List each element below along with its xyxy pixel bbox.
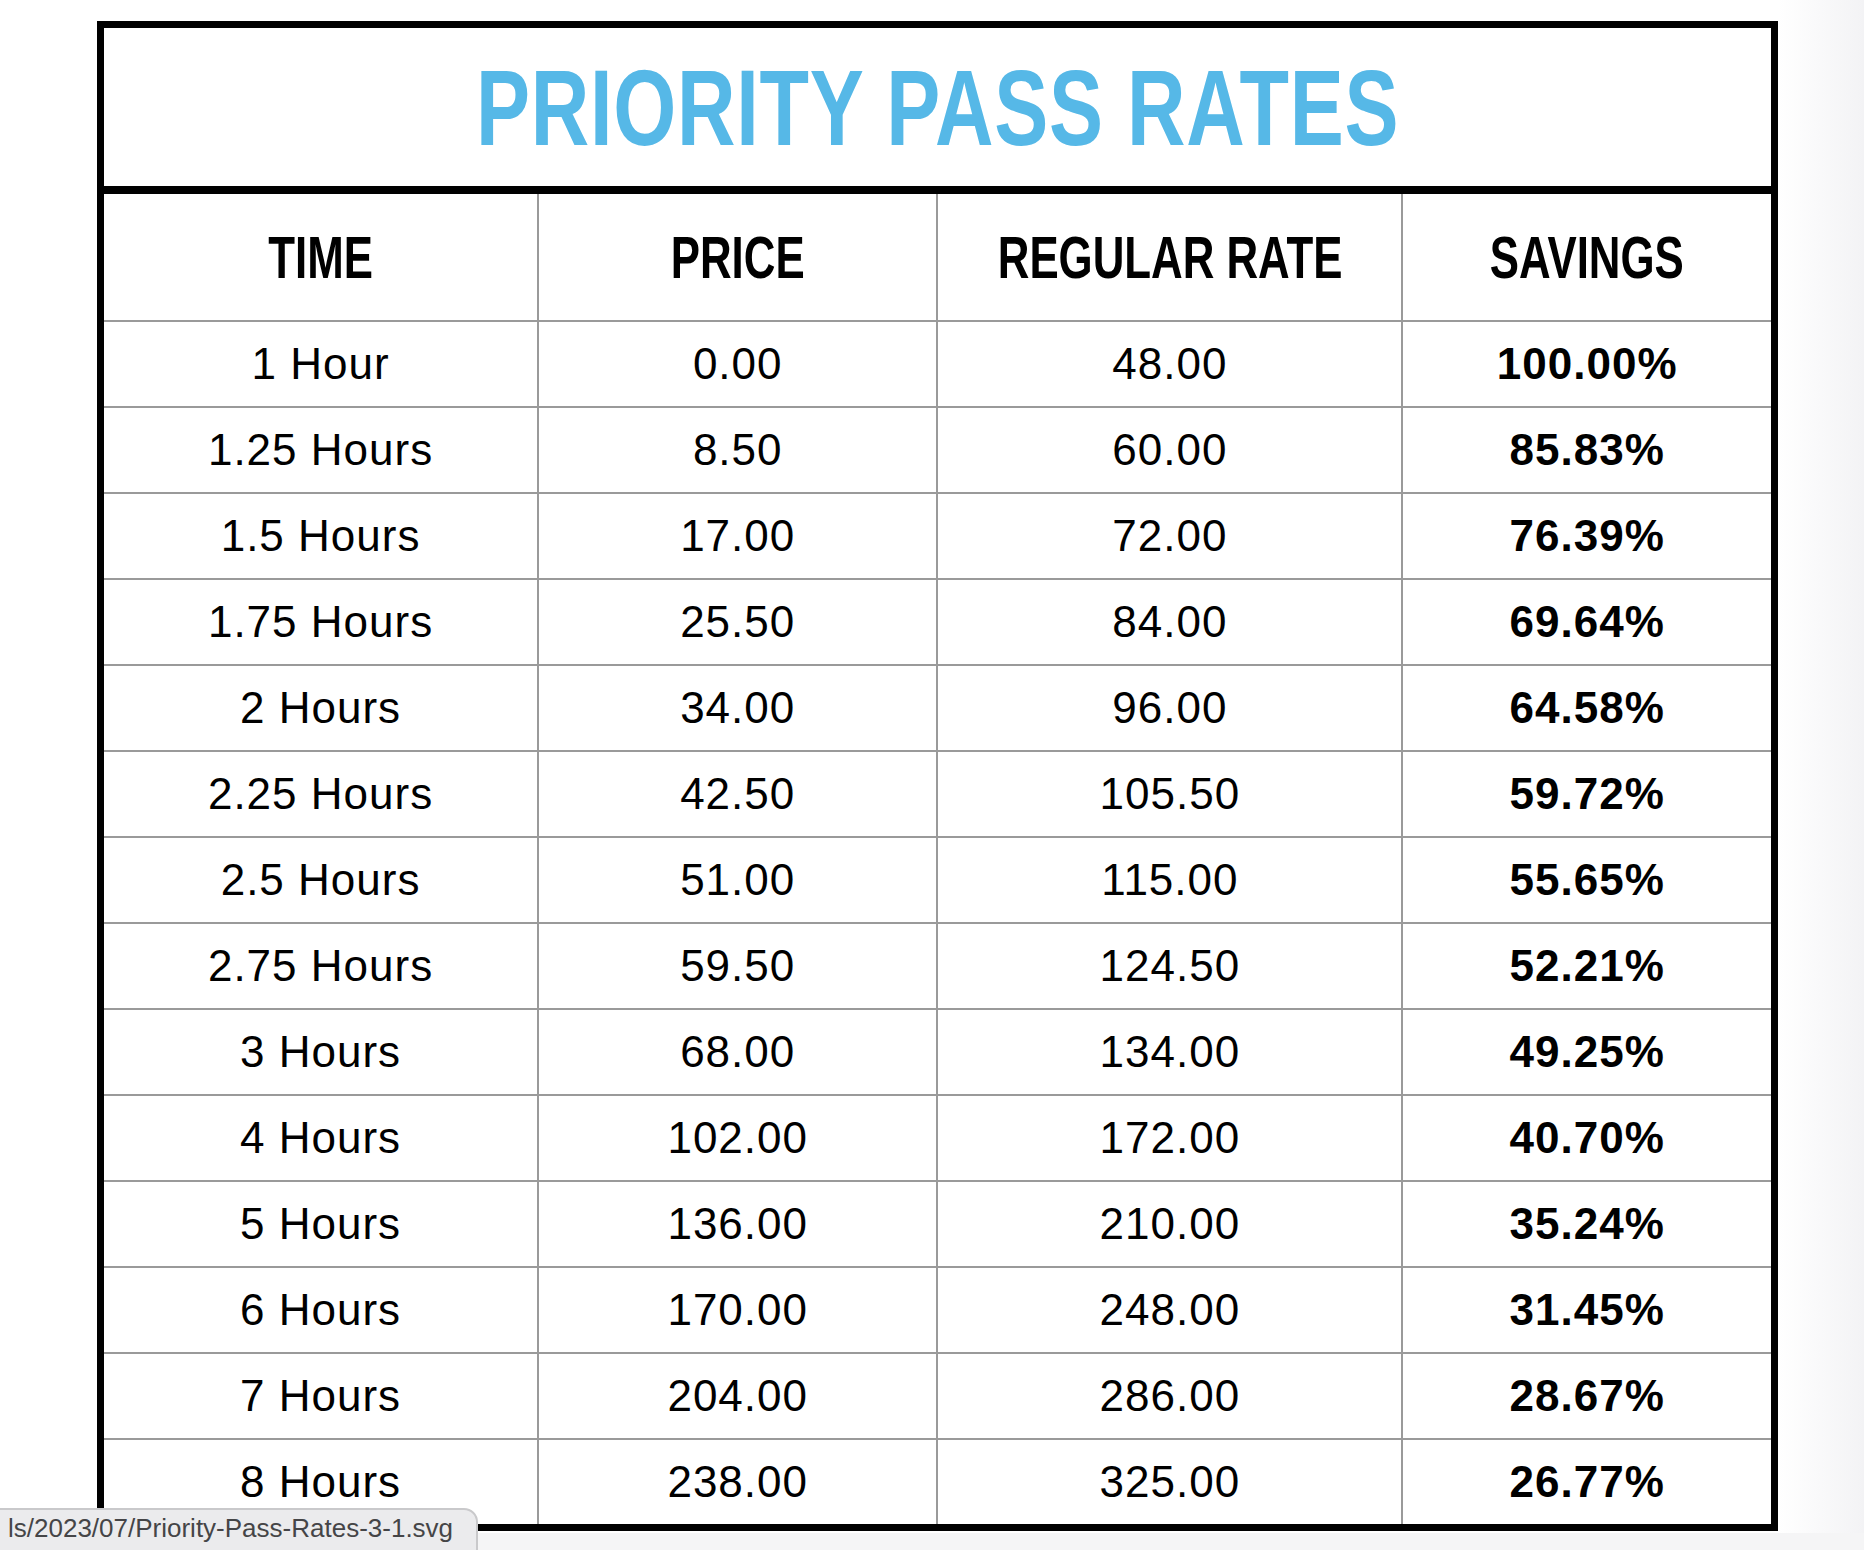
cell-regular_rate: 48.00 <box>938 322 1403 406</box>
status-url-text: ls/2023/07/Priority-Pass-Rates-3-1.svg <box>8 1513 453 1544</box>
column-header-label: TIME <box>268 223 373 292</box>
priority-pass-rates-table: PRIORITY PASS RATES TIME PRICE REGULAR RAT… <box>97 21 1778 1531</box>
cell-price: 0.00 <box>539 322 938 406</box>
cell-price: 68.00 <box>539 1010 938 1094</box>
table-row: 5 Hours136.00210.0035.24% <box>104 1182 1771 1268</box>
cell-savings: 85.83% <box>1403 408 1771 492</box>
cell-regular_rate: 84.00 <box>938 580 1403 664</box>
cell-regular_rate: 248.00 <box>938 1268 1403 1352</box>
cell-savings: 55.65% <box>1403 838 1771 922</box>
table-title-box: PRIORITY PASS RATES <box>104 28 1771 194</box>
page-title: PRIORITY PASS RATES <box>476 45 1399 170</box>
table-header-row: TIME PRICE REGULAR RATE SAVINGS <box>104 194 1771 322</box>
table-row: 3 Hours68.00134.0049.25% <box>104 1010 1771 1096</box>
cell-savings: 40.70% <box>1403 1096 1771 1180</box>
cell-price: 136.00 <box>539 1182 938 1266</box>
cell-regular_rate: 134.00 <box>938 1010 1403 1094</box>
cell-regular_rate: 60.00 <box>938 408 1403 492</box>
table-row: 6 Hours170.00248.0031.45% <box>104 1268 1771 1354</box>
cell-time: 1.5 Hours <box>104 494 539 578</box>
cell-price: 34.00 <box>539 666 938 750</box>
table-row: 1.75 Hours25.5084.0069.64% <box>104 580 1771 666</box>
cell-price: 204.00 <box>539 1354 938 1438</box>
cell-regular_rate: 210.00 <box>938 1182 1403 1266</box>
table-row: 2.75 Hours59.50124.5052.21% <box>104 924 1771 1010</box>
cell-regular_rate: 325.00 <box>938 1440 1403 1524</box>
cell-price: 59.50 <box>539 924 938 1008</box>
cell-savings: 49.25% <box>1403 1010 1771 1094</box>
table-row: 1.5 Hours17.0072.0076.39% <box>104 494 1771 580</box>
cell-savings: 64.58% <box>1403 666 1771 750</box>
cell-regular_rate: 96.00 <box>938 666 1403 750</box>
column-header-regular_rate: REGULAR RATE <box>938 194 1403 320</box>
cell-time: 1.25 Hours <box>104 408 539 492</box>
cell-price: 170.00 <box>539 1268 938 1352</box>
cell-regular_rate: 172.00 <box>938 1096 1403 1180</box>
column-header-price: PRICE <box>539 194 938 320</box>
cell-time: 7 Hours <box>104 1354 539 1438</box>
cell-price: 17.00 <box>539 494 938 578</box>
cell-savings: 26.77% <box>1403 1440 1771 1524</box>
table-row: 4 Hours102.00172.0040.70% <box>104 1096 1771 1182</box>
table-body: 1 Hour0.0048.00100.00%1.25 Hours8.5060.0… <box>104 322 1771 1524</box>
cell-time: 2.25 Hours <box>104 752 539 836</box>
table-row: 2 Hours34.0096.0064.58% <box>104 666 1771 752</box>
browser-status-bar: ls/2023/07/Priority-Pass-Rates-3-1.svg <box>0 1508 478 1550</box>
column-header-time: TIME <box>104 194 539 320</box>
cell-time: 1.75 Hours <box>104 580 539 664</box>
cell-savings: 100.00% <box>1403 322 1771 406</box>
cell-time: 2.75 Hours <box>104 924 539 1008</box>
cell-time: 1 Hour <box>104 322 539 406</box>
cell-time: 2 Hours <box>104 666 539 750</box>
cell-savings: 52.21% <box>1403 924 1771 1008</box>
column-header-label: SAVINGS <box>1490 223 1684 292</box>
cell-price: 25.50 <box>539 580 938 664</box>
cell-time: 3 Hours <box>104 1010 539 1094</box>
page-right-shade <box>1778 0 1864 1550</box>
cell-time: 5 Hours <box>104 1182 539 1266</box>
cell-time: 2.5 Hours <box>104 838 539 922</box>
column-header-label: PRICE <box>671 223 805 292</box>
table-row: 1 Hour0.0048.00100.00% <box>104 322 1771 408</box>
cell-time: 6 Hours <box>104 1268 539 1352</box>
cell-savings: 35.24% <box>1403 1182 1771 1266</box>
table-row: 7 Hours204.00286.0028.67% <box>104 1354 1771 1440</box>
cell-savings: 76.39% <box>1403 494 1771 578</box>
cell-price: 102.00 <box>539 1096 938 1180</box>
table-row: 1.25 Hours8.5060.0085.83% <box>104 408 1771 494</box>
table-row: 2.5 Hours51.00115.0055.65% <box>104 838 1771 924</box>
cell-time: 4 Hours <box>104 1096 539 1180</box>
cell-regular_rate: 124.50 <box>938 924 1403 1008</box>
cell-savings: 59.72% <box>1403 752 1771 836</box>
cell-price: 42.50 <box>539 752 938 836</box>
cell-regular_rate: 286.00 <box>938 1354 1403 1438</box>
cell-savings: 69.64% <box>1403 580 1771 664</box>
column-header-label: REGULAR RATE <box>997 223 1342 292</box>
cell-savings: 28.67% <box>1403 1354 1771 1438</box>
cell-price: 8.50 <box>539 408 938 492</box>
cell-regular_rate: 72.00 <box>938 494 1403 578</box>
cell-regular_rate: 115.00 <box>938 838 1403 922</box>
cell-price: 51.00 <box>539 838 938 922</box>
cell-price: 238.00 <box>539 1440 938 1524</box>
column-header-savings: SAVINGS <box>1403 194 1771 320</box>
table-row: 2.25 Hours42.50105.5059.72% <box>104 752 1771 838</box>
cell-regular_rate: 105.50 <box>938 752 1403 836</box>
cell-savings: 31.45% <box>1403 1268 1771 1352</box>
